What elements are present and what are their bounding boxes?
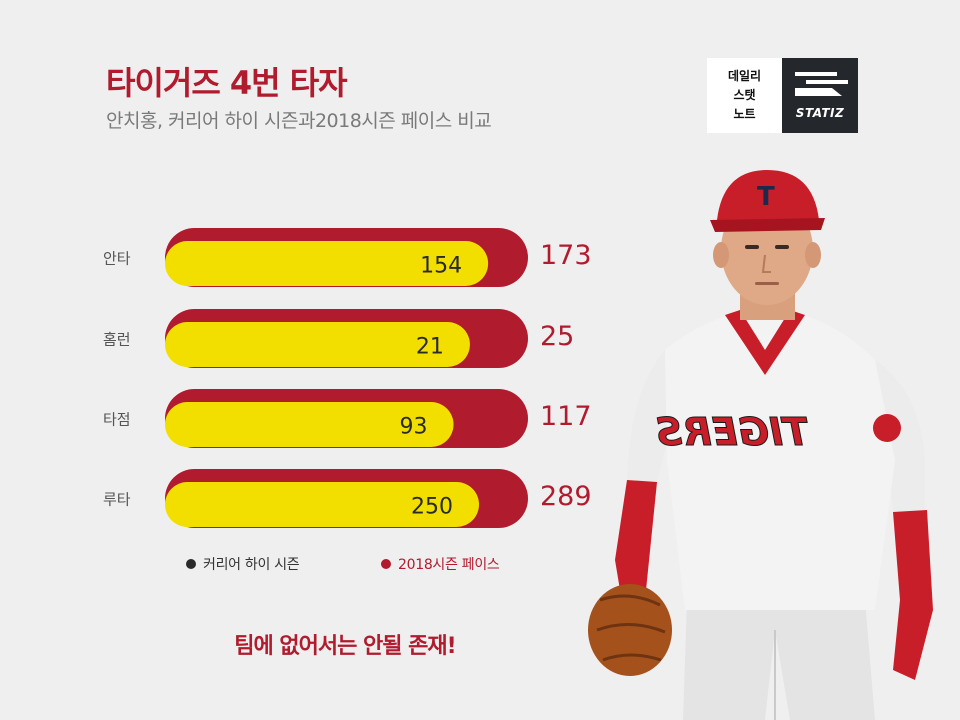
value-label-career-high: 93: [400, 415, 428, 440]
value-label-2018-pace: 117: [540, 401, 592, 432]
daily-stat-note-badge: 데일리 스탯 노트: [707, 58, 782, 133]
chart-subtitle: 안치홍, 커리어 하이 시즌과2018시즌 페이스 비교: [106, 110, 492, 132]
logo-line-2: 스탯: [733, 88, 756, 102]
legend-label-career-high: 커리어 하이 시즌: [203, 557, 300, 573]
category-label: 타점: [103, 411, 131, 429]
chart-title: 타이거즈 4번 타자: [106, 64, 348, 102]
legend-2018-pace: 2018시즌 페이스: [381, 554, 500, 574]
value-label-2018-pace: 25: [540, 321, 574, 352]
bar-career-high: [165, 402, 454, 447]
player-illustration: TIGERS T: [588, 170, 933, 720]
legend-label-2018-pace: 2018시즌 페이스: [398, 557, 500, 573]
value-label-career-high: 21: [416, 335, 444, 360]
logo-line-3: 노트: [733, 107, 756, 121]
bar-career-high: [165, 322, 470, 367]
jersey-text: TIGERS: [655, 410, 809, 454]
category-label: 루타: [103, 491, 131, 509]
legend-career-high: 커리어 하이 시즌: [186, 554, 300, 574]
value-label-2018-pace: 173: [540, 240, 592, 271]
tagline: 팀에 없어서는 안될 존재!: [234, 634, 456, 659]
statiz-wordmark: STATIZ: [795, 106, 845, 120]
statiz-logo: 데일리 스탯 노트 STATIZ: [707, 58, 858, 133]
bar-chart: 안타 154 173 홈런 21 25 타점 93 117 루타 250 289: [103, 228, 592, 528]
value-label-2018-pace: 289: [540, 481, 592, 512]
bar-career-high: [165, 241, 489, 286]
statiz-emblem-icon: [795, 72, 848, 96]
cap-logo-letter: T: [757, 182, 775, 212]
statiz-badge: STATIZ: [782, 58, 858, 133]
logo-line-1: 데일리: [727, 69, 762, 83]
bar-career-high: [165, 482, 480, 527]
legend-dot-career-high: [186, 559, 196, 569]
value-label-career-high: 250: [411, 495, 453, 520]
value-label-career-high: 154: [420, 254, 462, 279]
category-label: 홈런: [103, 331, 131, 349]
legend-dot-2018-pace: [381, 559, 391, 569]
category-label: 안타: [103, 250, 131, 268]
